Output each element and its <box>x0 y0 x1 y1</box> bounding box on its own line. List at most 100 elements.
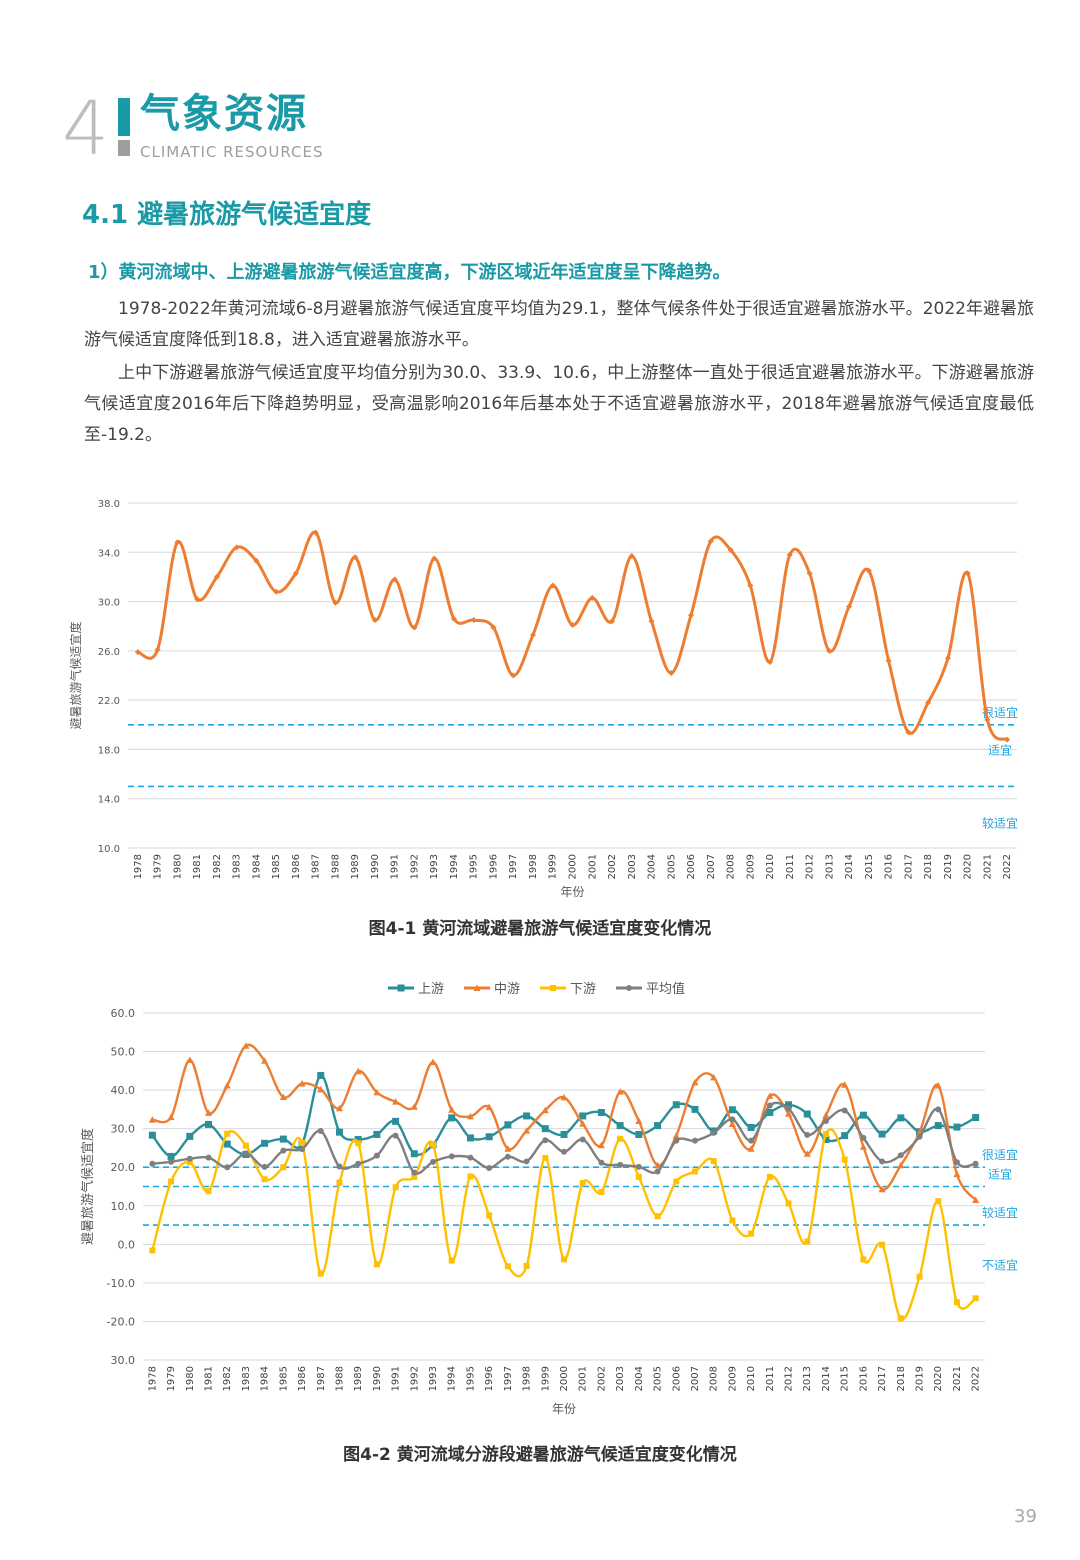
x-tick-label: 2018 <box>896 1366 907 1391</box>
data-point <box>410 1103 418 1110</box>
reference-line-label: 很适宜 <box>982 1147 1018 1162</box>
data-point <box>934 1081 942 1089</box>
x-tick-label: 2003 <box>615 1366 626 1391</box>
x-tick-label: 2000 <box>559 1366 570 1391</box>
x-tick-label: 1983 <box>241 1366 252 1391</box>
y-tick-label: 14.0 <box>98 795 120 806</box>
y-tick-label: 0.0 <box>118 1238 136 1251</box>
data-point <box>186 1056 194 1064</box>
data-point <box>542 1154 549 1161</box>
x-tick-label: 1980 <box>172 854 183 879</box>
x-tick-label: 1985 <box>278 1366 289 1391</box>
data-point <box>785 1200 792 1207</box>
series-line-平均值 <box>151 1101 977 1175</box>
data-point <box>944 655 951 662</box>
x-tick-label: 1995 <box>465 1366 476 1391</box>
x-tick-label: 1981 <box>203 1366 214 1391</box>
x-tick-label: 2001 <box>578 1366 589 1391</box>
y-tick-label: -10.0 <box>107 1277 135 1290</box>
y-tick-label: 30.0 <box>111 1123 136 1136</box>
data-point <box>336 1163 343 1170</box>
data-point <box>579 1112 587 1120</box>
x-tick-label: 2021 <box>982 854 993 879</box>
x-tick-label: 2007 <box>706 854 717 879</box>
x-tick-label: 1982 <box>212 854 223 879</box>
x-tick-label: 2014 <box>821 1366 832 1391</box>
data-point <box>628 552 635 559</box>
data-point <box>541 1106 549 1114</box>
data-point <box>841 1081 849 1088</box>
data-point <box>411 624 418 631</box>
data-point <box>822 1117 829 1124</box>
x-tick-label: 2017 <box>903 854 914 879</box>
x-tick-label: 1982 <box>222 1366 233 1391</box>
data-point <box>392 1184 399 1191</box>
data-point <box>728 1106 736 1114</box>
data-point <box>747 582 754 589</box>
data-point <box>280 1164 287 1171</box>
data-point <box>710 1129 717 1136</box>
data-point <box>486 1212 493 1219</box>
data-point <box>352 554 359 561</box>
x-tick-label: 2001 <box>587 854 598 879</box>
legend-marker <box>397 984 405 992</box>
x-axis-label: 年份 <box>552 1402 576 1416</box>
x-tick-label: 2009 <box>727 1366 738 1391</box>
data-point <box>691 1078 699 1086</box>
x-tick-label: 1990 <box>372 1366 383 1391</box>
data-point <box>485 1133 493 1141</box>
data-point <box>411 1169 418 1176</box>
data-point <box>953 1170 961 1178</box>
x-tick-label: 1999 <box>548 854 559 879</box>
data-point <box>148 1131 156 1139</box>
data-point <box>261 1163 268 1170</box>
data-point <box>822 1131 829 1138</box>
data-point <box>224 1130 231 1137</box>
data-point <box>371 617 378 624</box>
data-point <box>648 618 655 625</box>
x-tick-label: 1987 <box>311 854 322 879</box>
x-tick-label: 2014 <box>844 854 855 879</box>
data-point <box>767 658 774 665</box>
data-point <box>148 1116 156 1123</box>
figure-caption-4-1: 图4-1 黄河流域避暑旅游气候适宜度变化情况 <box>368 919 712 939</box>
data-point <box>885 657 892 664</box>
data-point <box>280 1147 287 1154</box>
data-point <box>860 1256 867 1263</box>
y-tick-label: 30.0 <box>111 1354 136 1367</box>
x-tick-label: 1984 <box>260 1366 271 1391</box>
data-point <box>728 1120 736 1128</box>
data-point <box>523 1262 530 1269</box>
data-point <box>879 1241 886 1248</box>
y-tick-label: 18.0 <box>98 745 120 756</box>
data-point <box>846 603 853 610</box>
x-tick-label: 2000 <box>568 854 579 879</box>
chapter-number: 4 <box>62 86 110 172</box>
y-tick-label: 30.0 <box>98 598 120 609</box>
data-point <box>317 1127 324 1134</box>
x-tick-label: 1992 <box>409 854 420 879</box>
data-point <box>429 1058 437 1065</box>
x-tick-label: 2007 <box>690 1366 701 1391</box>
data-point <box>299 1139 306 1146</box>
data-point <box>186 1155 193 1162</box>
data-point <box>373 1130 381 1138</box>
y-tick-label: -20.0 <box>107 1315 135 1328</box>
data-point <box>373 1152 380 1159</box>
x-tick-label: 1999 <box>540 1366 551 1391</box>
data-point <box>167 1113 175 1121</box>
data-point <box>168 1158 175 1165</box>
y-tick-label: 40.0 <box>111 1084 136 1097</box>
data-point <box>486 1164 493 1171</box>
x-tick-label: 1997 <box>508 854 519 879</box>
zone-label: 较适宜 <box>982 815 1018 830</box>
data-point <box>609 618 616 625</box>
data-point <box>186 1159 193 1166</box>
data-point <box>317 1085 325 1093</box>
data-point <box>654 1168 661 1175</box>
legend-label: 上游 <box>418 982 444 997</box>
data-point <box>504 1153 511 1160</box>
x-tick-label: 2021 <box>952 1366 963 1391</box>
data-point <box>841 1132 849 1140</box>
data-point <box>504 1121 512 1129</box>
